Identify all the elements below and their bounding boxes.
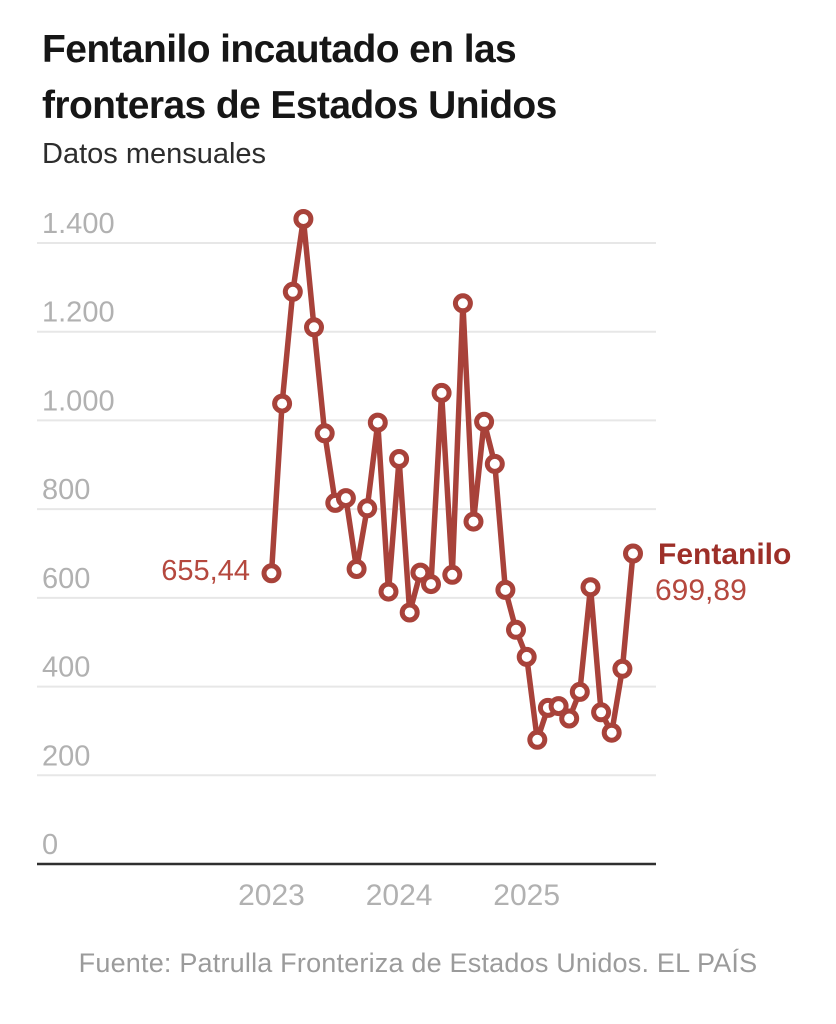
data-point-marker	[548, 696, 569, 717]
x-axis-year-label: 2024	[366, 879, 433, 912]
data-point-marker	[357, 498, 378, 519]
y-axis-tick-label: 200	[42, 740, 90, 772]
chart-title: Fentanilo incautado en las fronteras de E…	[42, 22, 557, 134]
data-point-marker	[272, 393, 293, 414]
chart-subtitle: Datos mensuales	[42, 138, 267, 170]
data-point-marker	[346, 559, 367, 579]
x-axis-year-label: 2025	[493, 879, 560, 912]
y-axis-tick-label: 1.400	[42, 208, 115, 240]
data-point-marker	[559, 708, 580, 729]
data-point-marker	[601, 722, 622, 743]
y-axis-tick-label: 0	[42, 829, 58, 861]
data-point-marker	[474, 411, 495, 432]
first-point-value-label: 655,44	[161, 555, 250, 587]
chart-title-line-2: fronteras de Estados Unidos	[42, 83, 557, 127]
y-axis-tick-label: 1.200	[42, 297, 115, 329]
last-point-value-label: 699,89	[655, 574, 747, 607]
data-point-marker	[399, 602, 420, 623]
chart-title-line-1: Fentanilo incautado en las	[42, 28, 517, 71]
data-point-marker	[378, 581, 399, 602]
data-point-marker	[431, 382, 452, 403]
data-point-marker	[506, 619, 526, 640]
data-point-marker	[442, 564, 463, 585]
y-axis-tick-label: 600	[42, 563, 90, 595]
data-point-marker	[293, 209, 314, 229]
data-point-marker	[569, 681, 590, 702]
data-point-marker	[314, 423, 335, 444]
y-axis-tick-label: 1.000	[42, 385, 115, 417]
data-point-marker	[389, 449, 410, 469]
data-point-marker	[421, 574, 441, 595]
data-point-marker	[516, 646, 537, 667]
data-point-marker	[410, 562, 431, 583]
source-credit: Fuente: Patrulla Fronteriza de Estados U…	[78, 948, 758, 978]
data-point-marker	[580, 577, 601, 598]
data-point-marker	[261, 563, 282, 584]
data-point-marker	[612, 658, 633, 679]
data-point-marker	[463, 511, 484, 532]
data-point-marker	[495, 579, 516, 600]
series-name-label: Fentanilo	[658, 538, 792, 571]
data-point-marker	[623, 543, 643, 564]
data-point-marker	[304, 317, 324, 338]
fentanyl-series-line	[268, 216, 636, 743]
data-point-marker	[484, 453, 505, 474]
data-point-marker	[527, 729, 548, 750]
data-point-marker	[282, 281, 303, 302]
y-axis-tick-label: 400	[42, 652, 90, 684]
data-point-marker	[591, 702, 612, 723]
data-point-marker	[335, 488, 356, 509]
data-point-marker	[367, 412, 388, 433]
data-point-marker	[452, 293, 473, 314]
x-axis-year-label: 2023	[238, 879, 305, 912]
y-axis-tick-label: 800	[42, 474, 90, 506]
